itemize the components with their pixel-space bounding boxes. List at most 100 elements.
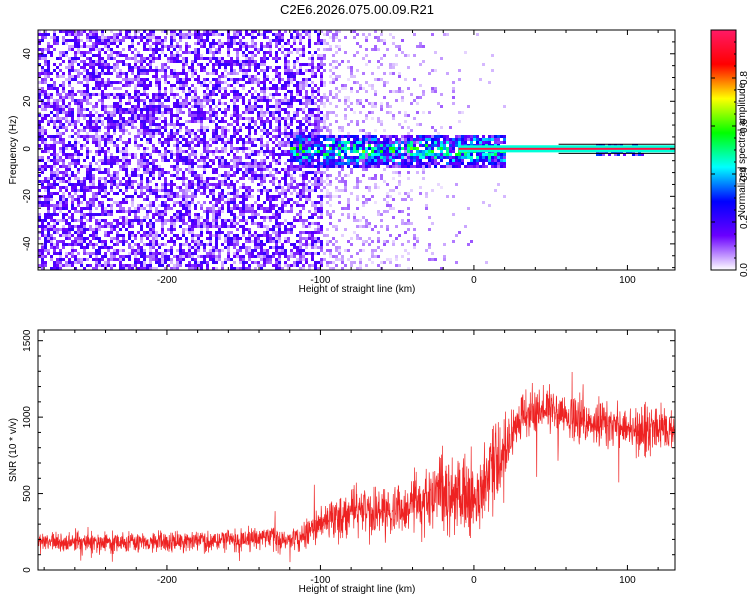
spectrogram-cell bbox=[59, 135, 62, 138]
spectrogram-cell bbox=[230, 138, 233, 141]
spectrogram-cell bbox=[89, 57, 92, 60]
spectrogram-cell bbox=[128, 162, 131, 165]
spectrogram-cell bbox=[332, 225, 335, 228]
spectrogram-cell bbox=[224, 114, 227, 117]
spectrogram-cell bbox=[77, 90, 80, 93]
spectrogram-cell bbox=[287, 123, 290, 126]
spectrogram-cell bbox=[50, 135, 53, 138]
spectrogram-cell bbox=[158, 105, 161, 108]
spectrogram-cell bbox=[224, 162, 227, 165]
spectrogram-cell bbox=[134, 93, 137, 96]
spectrogram-cell bbox=[308, 264, 311, 267]
spectrogram-cell bbox=[83, 216, 86, 219]
spectrogram-cell bbox=[299, 123, 302, 126]
spectrogram-cell bbox=[299, 255, 302, 258]
spectrogram-cell bbox=[317, 54, 320, 57]
spectrogram-cell bbox=[197, 216, 200, 219]
spectrogram-cell bbox=[281, 222, 284, 225]
spectrogram-cell bbox=[164, 234, 167, 237]
spectrogram-cell bbox=[305, 198, 308, 201]
spectrogram-cell bbox=[320, 195, 323, 198]
spectrogram-cell bbox=[326, 162, 329, 165]
spectrogram-cell bbox=[89, 252, 92, 255]
spectrogram-cell bbox=[194, 132, 197, 135]
spectrogram-cell bbox=[224, 63, 227, 66]
spectrogram-cell bbox=[335, 78, 338, 81]
spectrogram-cell bbox=[86, 174, 89, 177]
spectrogram-cell bbox=[284, 48, 287, 51]
spectrogram-cell bbox=[302, 207, 305, 210]
spectrogram-cell bbox=[272, 246, 275, 249]
spectrogram-cell bbox=[263, 210, 266, 213]
spectrogram-cell bbox=[47, 63, 50, 66]
spectrogram-cell bbox=[59, 30, 62, 33]
spectrogram-cell bbox=[197, 114, 200, 117]
spectrogram-cell bbox=[332, 150, 335, 153]
spectrogram-cell bbox=[179, 102, 182, 105]
spectrogram-cell bbox=[317, 42, 320, 45]
spectrogram-cell bbox=[65, 204, 68, 207]
spectrogram-cell bbox=[173, 168, 176, 171]
spectrogram-cell bbox=[176, 153, 179, 156]
spectrogram-cell bbox=[329, 150, 332, 153]
spectrogram-cell bbox=[218, 126, 221, 129]
spectrogram-cell bbox=[320, 207, 323, 210]
spectrogram-cell bbox=[38, 39, 41, 42]
spectrogram-cell bbox=[266, 36, 269, 39]
spectrogram-cell bbox=[305, 135, 308, 138]
spectrogram-cell bbox=[71, 234, 74, 237]
spectrogram-cell bbox=[77, 75, 80, 78]
spectrogram-cell bbox=[77, 198, 80, 201]
spectrogram-cell bbox=[260, 204, 263, 207]
spectrogram-cell bbox=[284, 240, 287, 243]
spectrogram-cell bbox=[59, 219, 62, 222]
spectrogram-cell bbox=[185, 228, 188, 231]
spectrogram-cell bbox=[53, 204, 56, 207]
spectrogram-cell bbox=[260, 57, 263, 60]
spectrogram-cell bbox=[296, 147, 299, 150]
spectrogram-cell bbox=[161, 141, 164, 144]
spectrogram-cell bbox=[125, 30, 128, 33]
spectrogram-cell bbox=[95, 225, 98, 228]
spectrogram-cell bbox=[281, 51, 284, 54]
spectrogram-cell bbox=[107, 168, 110, 171]
spectrogram-cell bbox=[134, 189, 137, 192]
spectrogram-cell bbox=[206, 231, 209, 234]
spectrogram-cell bbox=[95, 87, 98, 90]
spectrogram-cell bbox=[71, 162, 74, 165]
spectrogram-cell bbox=[329, 267, 332, 270]
spectrogram-cell bbox=[305, 117, 308, 120]
spectrogram-cell bbox=[194, 216, 197, 219]
spectrogram-cell bbox=[131, 246, 134, 249]
spectrogram-cell bbox=[206, 264, 209, 267]
spectrogram-cell bbox=[209, 108, 212, 111]
spectrogram-cell bbox=[65, 189, 68, 192]
spectrogram-cell bbox=[200, 225, 203, 228]
spectrogram-cell bbox=[110, 267, 113, 270]
spectrogram-cell bbox=[323, 144, 326, 147]
spectrogram-cell bbox=[194, 183, 197, 186]
spectrogram-cell bbox=[68, 45, 71, 48]
spectrogram-cell bbox=[215, 216, 218, 219]
spectrogram-cell bbox=[311, 255, 314, 258]
spectrogram-cell bbox=[98, 99, 101, 102]
spectrogram-cell bbox=[248, 195, 251, 198]
spectrogram-cell bbox=[158, 168, 161, 171]
spectrogram-cell bbox=[182, 216, 185, 219]
spectrogram-cell bbox=[170, 135, 173, 138]
spectrogram-cell bbox=[290, 75, 293, 78]
spectrogram-cell bbox=[110, 207, 113, 210]
spectrogram-cell bbox=[320, 216, 323, 219]
spectrogram-cell bbox=[293, 36, 296, 39]
spectrogram-cell bbox=[128, 99, 131, 102]
spectrogram-cell bbox=[47, 156, 50, 159]
spectrogram-cell bbox=[143, 219, 146, 222]
spectrogram-cell bbox=[53, 246, 56, 249]
spectrogram-cell bbox=[218, 186, 221, 189]
spectrogram-cell bbox=[122, 177, 125, 180]
spectrogram-cell bbox=[74, 54, 77, 57]
spectrogram-cell bbox=[305, 186, 308, 189]
spectrogram-cell bbox=[257, 66, 260, 69]
spectrogram-cell bbox=[53, 147, 56, 150]
spectrogram-cell bbox=[314, 201, 317, 204]
